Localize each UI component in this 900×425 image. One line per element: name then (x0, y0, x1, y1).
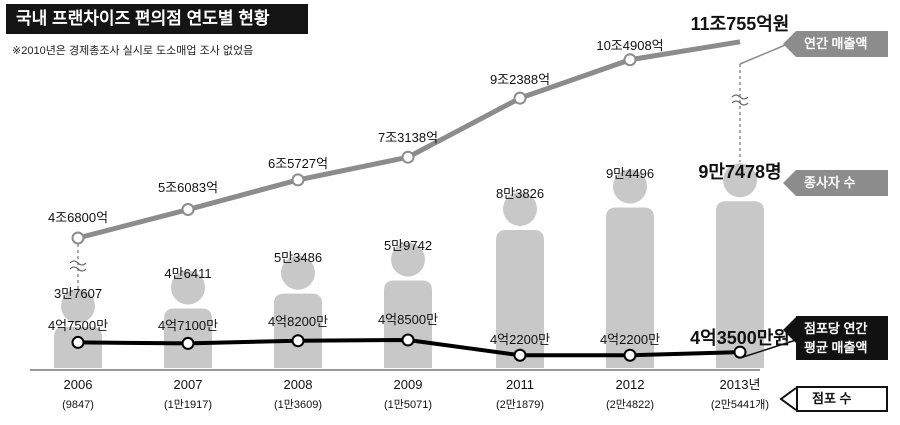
legend-sales-pointer (783, 31, 796, 57)
avg-sales-point (733, 345, 747, 359)
x-tick-label: 2009 (394, 377, 423, 392)
employee-figure-head (171, 270, 205, 305)
avg-sales-point (291, 334, 305, 348)
page-title: 국내 프랜차이즈 편의점 연도별 현황 (6, 4, 308, 34)
employees-value-label: 5만3486 (274, 250, 322, 265)
sales-leader-line (739, 42, 791, 65)
employees-value-label: 4만6411 (164, 266, 211, 281)
avg-sales-point (71, 335, 85, 349)
avg-sales-value-label: 4억2200만 (490, 332, 550, 347)
sales-value-label: 10조4908억 (596, 38, 663, 53)
sales-value-label: 6조5727억 (268, 156, 328, 171)
employee-figure-head (281, 255, 315, 290)
employee-figure-head (391, 242, 425, 277)
sales-value-label: 7조3138억 (378, 130, 438, 145)
sales-point (291, 173, 305, 187)
avg-sales-leader-line (739, 339, 797, 359)
break-mark-2013 (731, 94, 749, 106)
avg-sales-value-label: 4억7500만 (48, 318, 108, 333)
sales-point (401, 150, 415, 164)
axis-breaks (69, 64, 749, 290)
legend-employees-pointer (783, 170, 796, 196)
avg-sales-value-label: 4억8500만 (378, 312, 438, 327)
store-count-label: (1만3609) (274, 398, 322, 411)
store-count-label: (1만5071) (384, 398, 432, 411)
x-tick-label: 2007 (174, 377, 203, 392)
x-tick-label: 2012 (616, 377, 645, 392)
footnote: ※2010년은 경제총조사 실시로 도소매업 조사 없었음 (12, 45, 254, 57)
legend-employees-tag: 종사자 수 (796, 170, 888, 196)
employee-figure-body (496, 229, 544, 368)
sales-value-label: 9조2388억 (490, 72, 550, 87)
legend-avg-sales-label-2: 평균 매출액 (804, 340, 868, 355)
legend-sales-label: 연간 매출액 (804, 36, 868, 51)
employee-figure-body (606, 207, 654, 368)
sales-point (181, 203, 195, 217)
legend-stores-pointer (779, 387, 797, 411)
employee-figure-body (274, 293, 322, 368)
employees-value-label: 3만7607 (54, 286, 102, 301)
x-axis-labels: 2006 (9847) 2007 (1만1917) 2008 (1만3609) 2009 (1… (62, 377, 769, 411)
employee-figure-head (723, 163, 757, 198)
x-tick-label: 2006 (64, 377, 93, 392)
sales-point (513, 91, 527, 105)
x-tick-label: 2008 (284, 377, 313, 392)
store-count-label: (2만4822) (606, 398, 654, 411)
avg-sales-value-label: 4억2200만 (600, 332, 660, 347)
sales-value-label: 11조755억원 (691, 14, 790, 34)
avg-sales-value-label: 4억8200만 (268, 314, 328, 329)
legend-avg-sales-label-1: 점포당 연간 (804, 321, 868, 336)
employee-figure-head (503, 191, 537, 226)
legend-stores-label: 점포 수 (812, 391, 852, 406)
employees-value-label: 8만3826 (496, 186, 544, 201)
legend-employees-label: 종사자 수 (804, 175, 856, 190)
legend-stores-tag: 점포 수 (796, 386, 888, 412)
legend-sales-tag: 연간 매출액 (796, 31, 888, 57)
avg-sales-point (513, 348, 527, 362)
employees-value-label: 9만4496 (606, 166, 654, 181)
store-count-label: (2만1879) (496, 398, 544, 411)
sales-point (623, 53, 637, 67)
employees-value-label: 5만9742 (384, 238, 432, 253)
sales-series (71, 39, 791, 245)
legend-avg-sales-pointer (783, 317, 796, 343)
sales-value-label: 5조6083억 (158, 180, 218, 195)
x-tick-label: 2013년 (720, 377, 761, 392)
employee-figure-body (716, 201, 764, 368)
sales-point (71, 231, 85, 245)
avg-sales-point (401, 333, 415, 347)
legend-tags (779, 31, 797, 411)
avg-sales-series (71, 333, 797, 362)
store-count-label: (1만1917) (164, 398, 212, 411)
avg-sales-value-label: 4억3500만원 (690, 328, 790, 348)
break-mark-2006 (69, 260, 87, 272)
employee-figure-body (384, 280, 432, 368)
employees-value-label: 9만7478명 (698, 162, 781, 182)
avg-sales-value-label: 4억7100만 (158, 318, 218, 333)
data-labels: 4조6800억 5조6083억 6조5727억 7조3138억 9조2388억 10조49… (48, 14, 790, 348)
sales-value-label: 4조6800억 (48, 210, 108, 225)
store-count-label: (9847) (62, 399, 94, 411)
employee-figure-head (61, 289, 95, 324)
avg-sales-point (181, 336, 195, 350)
avg-sales-point (623, 348, 637, 362)
x-tick-label: 2011 (506, 377, 534, 392)
store-count-label: (2만5441개) (711, 398, 769, 411)
employee-figure-head (613, 169, 647, 204)
legend-avg-sales-tag: 점포당 연간 평균 매출액 (796, 316, 888, 360)
